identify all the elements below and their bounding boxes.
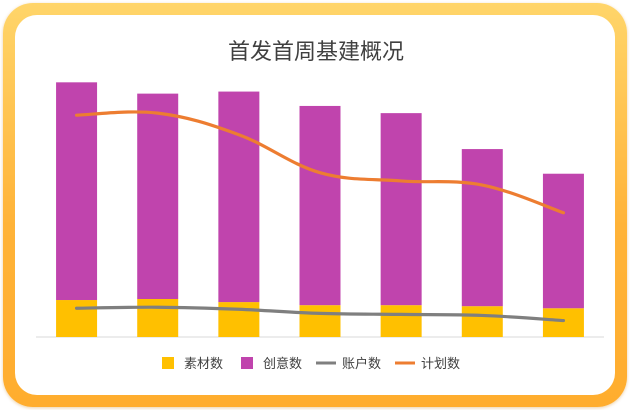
legend-item-2: 创意数	[241, 356, 302, 372]
series-line-jihua	[74, 110, 566, 215]
legend-item-3: 账户数	[316, 356, 381, 372]
bar-segment-chuangyi-2	[137, 93, 179, 300]
bar-segment-sucai-6	[461, 306, 503, 337]
bar-segment-chuangyi-1	[56, 82, 98, 301]
legend-item-1: 素材数	[162, 357, 223, 372]
chart-title: 首发首周基建概况	[228, 40, 404, 65]
bar-segment-sucai-5	[380, 305, 422, 337]
bar-segment-sucai-1	[56, 300, 98, 337]
bar-segment-chuangyi-6	[461, 149, 503, 307]
bar-segment-chuangyi-7	[542, 173, 584, 309]
legend: 素材数 创意数 账户数 计划数	[162, 356, 460, 372]
legend-label-1: 素材数	[184, 357, 223, 372]
bar-segment-chuangyi-4	[299, 105, 341, 306]
legend-item-4: 计划数	[395, 357, 460, 372]
bar-segment-sucai-4	[299, 305, 341, 337]
legend-label-2: 创意数	[263, 356, 302, 372]
bar-segment-chuangyi-3	[218, 91, 260, 303]
series-line-zhanghu	[74, 305, 566, 323]
bar-segment-chuangyi-5	[380, 113, 422, 306]
legend-swatch-1	[162, 357, 174, 369]
bar-segment-sucai-7	[542, 308, 584, 337]
legend-label-3: 账户数	[342, 356, 381, 372]
bar-group	[56, 82, 584, 337]
legend-swatch-2	[241, 357, 253, 369]
legend-label-4: 计划数	[421, 357, 460, 372]
line-group	[74, 110, 566, 323]
bar-segment-sucai-2	[137, 299, 179, 337]
